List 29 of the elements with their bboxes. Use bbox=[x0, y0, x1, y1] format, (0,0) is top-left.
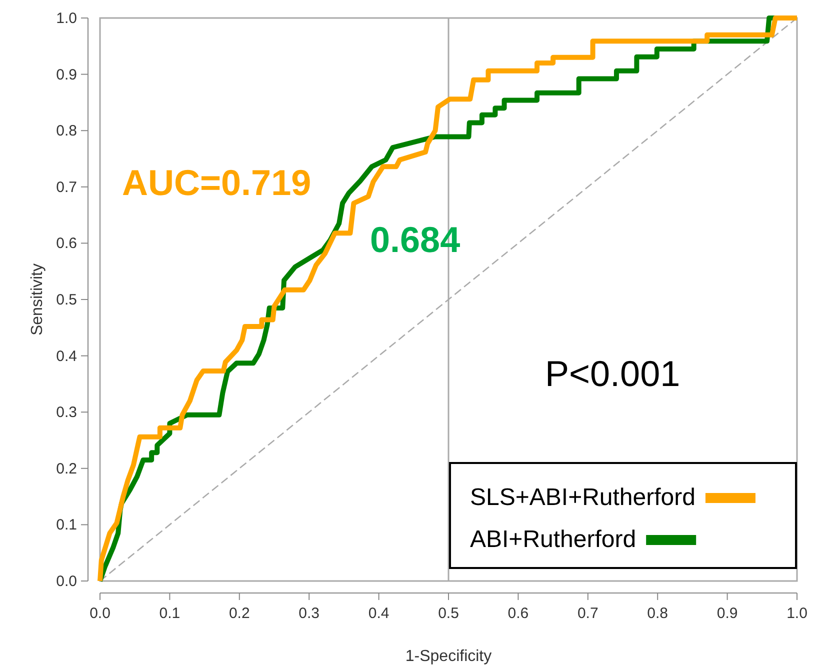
x-tick-label: 0.9 bbox=[716, 605, 738, 622]
y-tick-label: 0.2 bbox=[56, 460, 77, 478]
y-tick-label: 1.0 bbox=[56, 10, 77, 27]
x-tick-label: 0.1 bbox=[159, 605, 180, 622]
y-tick-label: 0.0 bbox=[56, 573, 77, 590]
annotation: 0.684 bbox=[370, 219, 460, 260]
x-tick-label: 0.3 bbox=[298, 605, 320, 622]
y-tick-label: 0.1 bbox=[56, 516, 77, 534]
y-axis-title: Sensitivity bbox=[29, 263, 46, 336]
x-axis-title: 1-Specificity bbox=[405, 648, 492, 665]
x-tick-label: 0.0 bbox=[90, 605, 110, 622]
x-tick-label: 0.8 bbox=[647, 605, 668, 622]
legend-label: SLS+ABI+Rutherford bbox=[470, 484, 696, 511]
y-tick-label: 0.7 bbox=[56, 178, 77, 196]
x-tick-label: 0.6 bbox=[508, 605, 529, 622]
y-tick-label: 0.3 bbox=[56, 404, 77, 422]
x-tick-label: 0.4 bbox=[368, 605, 390, 622]
x-tick-label: 0.5 bbox=[438, 605, 459, 622]
x-tick-label: 0.7 bbox=[577, 605, 598, 622]
y-tick-label: 0.8 bbox=[56, 122, 77, 140]
y-tick-label: 0.9 bbox=[56, 66, 77, 84]
x-tick-label: 1.0 bbox=[786, 605, 808, 622]
y-tick-label: 0.4 bbox=[56, 348, 77, 365]
x-tick-label: 0.2 bbox=[228, 605, 250, 622]
annotation: AUC=0.719 bbox=[122, 162, 312, 203]
y-tick-label: 0.5 bbox=[56, 292, 77, 308]
legend-label: ABI+Rutherford bbox=[470, 526, 636, 553]
annotation: P<0.001 bbox=[545, 353, 680, 394]
y-tick-label: 0.6 bbox=[56, 235, 77, 252]
